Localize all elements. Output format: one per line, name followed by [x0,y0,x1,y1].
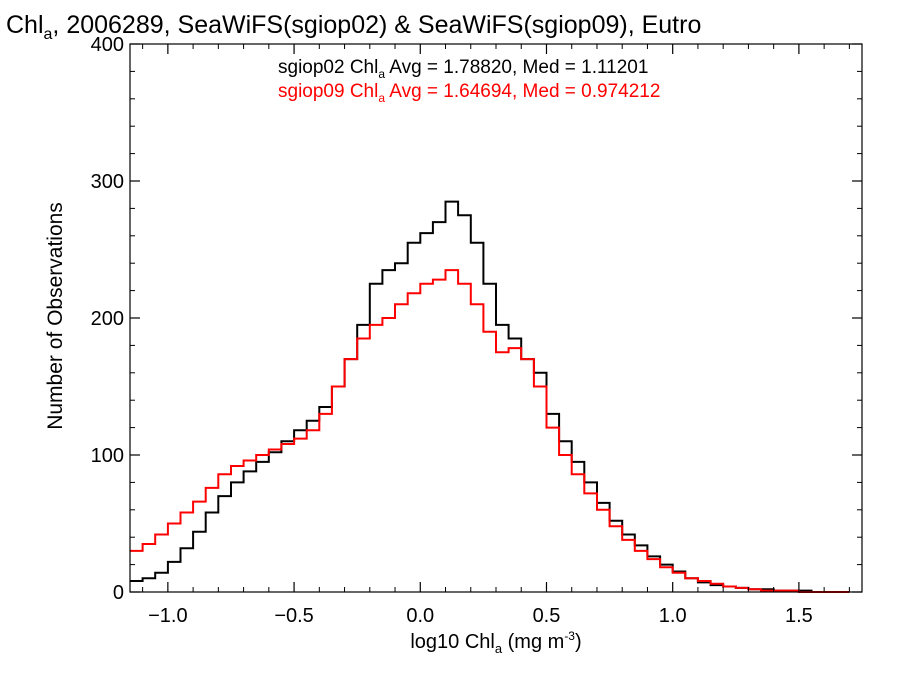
x-axis-label-close: ) [575,631,582,653]
x-axis-label-units: (mg m [502,631,564,653]
x-tick-label: 0.5 [533,605,561,627]
series-sgiop09-line [130,269,850,593]
chart-title: Chla, 2006289, SeaWiFS(sgiop02) & SeaWiF… [6,11,701,43]
y-axis-label: Number of Observations [44,202,67,430]
legend-entry-sgiop02: sgiop02 Chla Avg = 1.78820, Med = 1.1120… [278,57,648,81]
y-tick-label: 100 [91,445,124,467]
x-tick-label: −1.0 [148,605,187,627]
legend-entry-sgiop09-subscript: a [378,91,385,105]
y-tick-label: 400 [91,34,124,56]
series-sgiop02-line [130,200,850,593]
legend-entry-sgiop02-prefix: sgiop02 Chl [278,57,378,78]
chart-title-subscript: a [44,26,53,43]
x-axis-label-prefix: log10 Chl [410,631,495,653]
y-tick-label: 300 [91,171,124,193]
x-axis-label: log10 Chla (mg m-3) [410,629,581,656]
legend-entry-sgiop09: sgiop09 Chla Avg = 1.64694, Med = 0.9742… [278,81,660,105]
series-layer [130,200,850,593]
x-tick-label: 0.0 [406,605,434,627]
x-axis-label-subscript: a [495,641,503,656]
y-tick-label: 200 [91,308,124,330]
x-tick-label: 1.5 [785,605,813,627]
legend-entry-sgiop02-stats: Avg = 1.78820, Med = 1.11201 [385,57,648,78]
x-axis-label-superscript: -3 [564,629,575,643]
chart-title-rest: , 2006289, SeaWiFS(sgiop02) & SeaWiFS(sg… [52,11,701,39]
legend-entry-sgiop02-subscript: a [378,67,385,81]
legend-entry-sgiop09-stats: Avg = 1.64694, Med = 0.974212 [385,81,660,102]
x-tick-label: −0.5 [274,605,313,627]
legend-entry-sgiop09-prefix: sgiop09 Chl [278,81,378,102]
tick-layer: −1.0 −0.5 0.0 0.5 1.0 1.5 0 100 200 300 400 [91,34,862,627]
chart-title-prefix: Chl [6,11,44,39]
x-tick-label: 1.0 [659,605,687,627]
y-tick-label: 0 [113,582,124,604]
